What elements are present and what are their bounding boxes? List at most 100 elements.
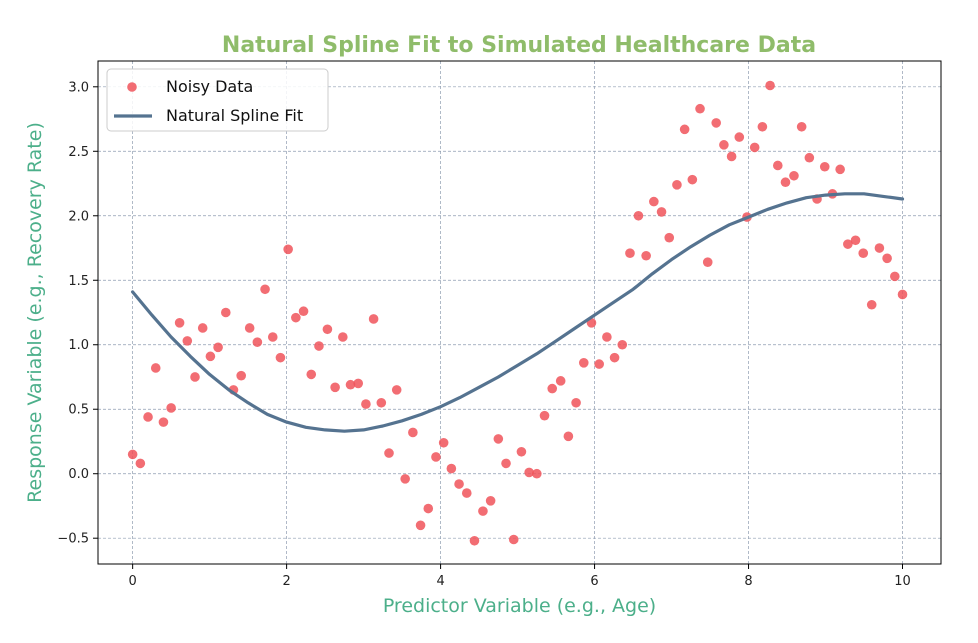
data-point bbox=[695, 103, 705, 114]
data-point bbox=[197, 323, 208, 333]
data-point bbox=[345, 379, 356, 390]
x-axis: 0 2 4 6 8 10 bbox=[129, 564, 911, 589]
data-point bbox=[322, 324, 333, 335]
data-point bbox=[711, 118, 721, 128]
scatter-series bbox=[127, 80, 908, 546]
data-point bbox=[719, 140, 729, 150]
data-point bbox=[571, 397, 581, 408]
data-point bbox=[508, 534, 519, 545]
data-point bbox=[485, 496, 496, 506]
data-point bbox=[532, 468, 542, 479]
data-point bbox=[858, 248, 869, 258]
data-point bbox=[236, 370, 246, 381]
data-point bbox=[174, 318, 185, 328]
x-tick-label: 0 bbox=[129, 574, 137, 589]
data-point bbox=[190, 372, 200, 382]
data-point bbox=[150, 363, 161, 373]
data-point bbox=[127, 449, 138, 460]
data-point bbox=[400, 474, 410, 484]
grid bbox=[98, 61, 941, 564]
data-point bbox=[252, 337, 263, 347]
data-point bbox=[772, 160, 783, 171]
data-point bbox=[641, 250, 651, 261]
data-point bbox=[368, 314, 379, 324]
data-point bbox=[306, 369, 317, 380]
data-point bbox=[275, 352, 286, 363]
data-point bbox=[423, 503, 434, 514]
data-point bbox=[438, 437, 449, 448]
data-point bbox=[866, 299, 877, 310]
data-point bbox=[213, 342, 223, 353]
x-tick-label: 6 bbox=[590, 574, 598, 589]
data-point bbox=[749, 142, 760, 153]
data-point bbox=[205, 351, 216, 362]
data-point bbox=[314, 341, 324, 351]
legend-label-spline-fit: Natural Spline Fit bbox=[166, 106, 303, 125]
data-point bbox=[391, 385, 402, 395]
y-axis-label: Response Variable (e.g., Recovery Rate) bbox=[24, 122, 46, 503]
data-point bbox=[166, 403, 176, 413]
data-point bbox=[244, 323, 255, 333]
spline-line bbox=[131, 192, 905, 433]
data-point bbox=[874, 243, 885, 253]
data-point bbox=[664, 232, 675, 243]
data-point bbox=[897, 289, 908, 300]
data-point bbox=[158, 417, 169, 427]
data-point bbox=[384, 448, 394, 458]
legend-marker-noisy-data bbox=[127, 82, 137, 92]
x-axis-label: Predictor Variable (e.g., Age) bbox=[383, 595, 656, 617]
x-tick-label: 2 bbox=[282, 574, 290, 589]
data-point bbox=[338, 332, 348, 342]
data-point bbox=[182, 336, 193, 346]
data-point bbox=[283, 244, 293, 255]
plot-frame bbox=[97, 60, 942, 565]
data-point bbox=[353, 378, 364, 389]
data-point bbox=[461, 488, 472, 498]
data-point bbox=[804, 152, 815, 163]
data-point bbox=[143, 412, 153, 422]
y-tick-label: 0.5 bbox=[68, 403, 89, 418]
data-point bbox=[789, 170, 799, 181]
x-tick-label: 10 bbox=[894, 574, 911, 589]
y-tick-label: 0.0 bbox=[68, 467, 89, 482]
data-point bbox=[726, 151, 737, 162]
data-point bbox=[539, 410, 550, 421]
data-point bbox=[516, 446, 527, 457]
data-point bbox=[602, 332, 612, 342]
data-point bbox=[493, 434, 504, 444]
data-point bbox=[633, 210, 644, 221]
legend-label-noisy-data: Noisy Data bbox=[166, 77, 253, 96]
data-point bbox=[843, 239, 853, 249]
data-point bbox=[882, 253, 892, 264]
y-axis: −0.5 0.0 0.5 1.0 1.5 2.0 2.5 3.0 bbox=[57, 80, 98, 547]
data-point bbox=[757, 121, 768, 132]
y-tick-label: 1.5 bbox=[68, 274, 89, 289]
data-point bbox=[330, 382, 340, 393]
data-point bbox=[649, 196, 659, 207]
data-point bbox=[298, 306, 309, 317]
data-point bbox=[220, 307, 231, 318]
data-point bbox=[594, 359, 604, 369]
y-tick-label: 1.0 bbox=[68, 338, 89, 353]
data-point bbox=[625, 248, 635, 258]
data-point bbox=[578, 358, 589, 368]
data-point bbox=[431, 452, 441, 462]
data-point bbox=[408, 427, 418, 438]
y-tick-label: 2.0 bbox=[68, 209, 89, 224]
y-tick-label: 2.5 bbox=[68, 145, 89, 160]
data-point bbox=[524, 467, 534, 478]
data-point bbox=[679, 124, 690, 135]
data-point bbox=[260, 284, 270, 295]
data-point bbox=[687, 174, 698, 185]
data-point bbox=[267, 332, 278, 342]
data-point bbox=[890, 271, 900, 282]
data-point bbox=[291, 312, 301, 323]
data-point bbox=[446, 463, 457, 474]
data-point bbox=[415, 520, 426, 531]
data-point bbox=[780, 177, 791, 188]
data-point bbox=[609, 352, 620, 363]
y-tick-label: 3.0 bbox=[68, 80, 89, 95]
data-point bbox=[547, 383, 558, 394]
data-point bbox=[376, 397, 387, 408]
